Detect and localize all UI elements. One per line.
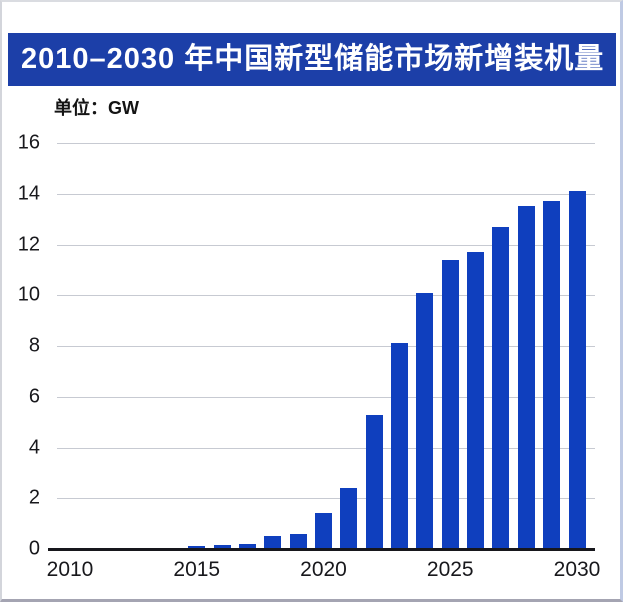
bar [492,226,510,549]
gridline [57,244,595,246]
x-tick-label: 2030 [553,558,601,581]
gridline [57,193,595,195]
x-tick-label: 2025 [426,558,474,581]
bar [441,259,459,549]
x-tick-label: 2020 [300,558,347,581]
gridline [57,447,595,449]
bar [543,201,561,549]
x-tick-label: 2015 [173,558,221,581]
bar [568,191,586,549]
x-tick-label: 2010 [46,558,94,581]
y-tick-label: 8 [28,334,40,357]
bar [365,414,383,549]
gridline [57,396,595,398]
gridline [57,143,595,144]
y-tick-label: 6 [28,385,40,408]
bar [467,252,485,549]
y-tick-label: 0 [28,537,40,560]
bar [289,533,307,549]
chart-title: 2010–2030 年中国新型储能市场新增装机量 [21,43,605,75]
bar [517,206,535,549]
gridline [57,346,595,347]
bar [340,488,358,549]
y-tick-label: 16 [17,131,40,154]
bar [315,513,332,549]
gridline [57,498,595,500]
bar [213,545,231,549]
y-tick-label: 10 [17,283,40,306]
y-tick-label: 4 [28,436,40,458]
x-axis-line [48,547,595,551]
bar [391,343,409,549]
y-tick-label: 14 [17,182,40,205]
chart-title-banner: 2010–2030 年中国新型储能市场新增装机量 [8,33,616,86]
bar [264,536,282,549]
y-tick-label: 2 [28,486,40,509]
unit-label: 单位：GW [54,98,139,118]
bar [416,292,434,549]
bar [238,543,256,549]
y-tick-label: 12 [17,233,40,255]
gridline [57,295,595,297]
